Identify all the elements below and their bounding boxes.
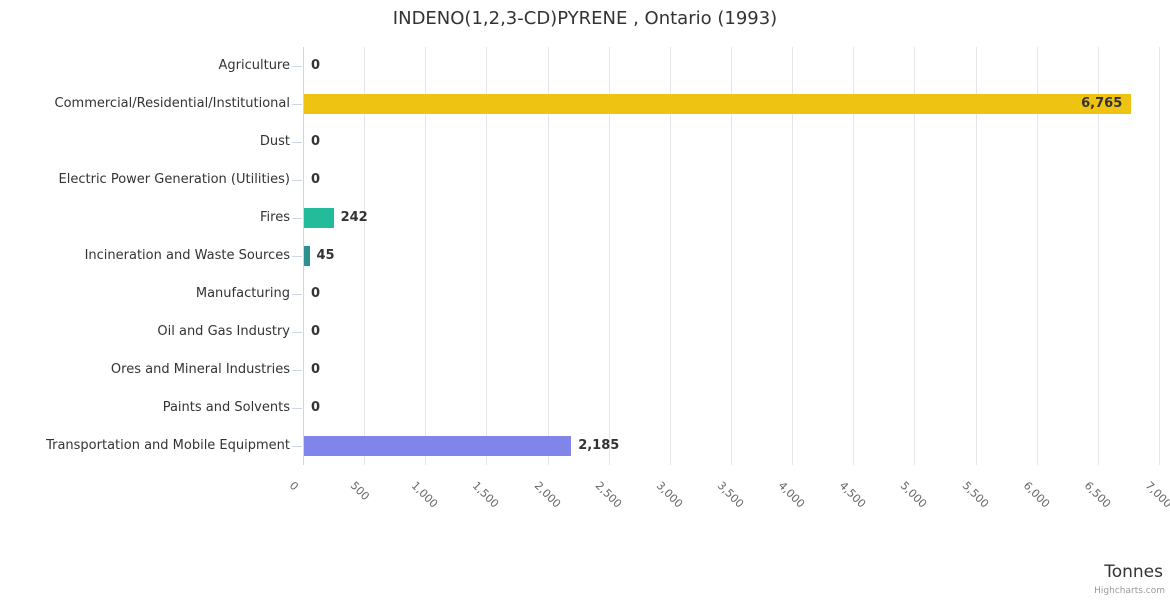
data-label: 0 [311, 58, 321, 73]
category-label: Commercial/Residential/Institutional [54, 96, 291, 111]
category-label: Paints and Solvents [162, 400, 290, 415]
gridline [608, 47, 610, 465]
bar[interactable] [304, 208, 334, 228]
gridline [1036, 47, 1038, 465]
category-tick [292, 408, 302, 409]
x-tick-label: 1,500 [470, 479, 502, 511]
highcharts-credit[interactable]: Highcharts.com [1094, 586, 1165, 596]
x-tick-label: 2,500 [592, 479, 624, 511]
gridline [853, 47, 855, 465]
data-label: 0 [311, 134, 321, 149]
data-label: 45 [316, 248, 335, 263]
category-label: Ores and Mineral Industries [110, 362, 290, 377]
category-tick [292, 142, 302, 143]
category-label: Electric Power Generation (Utilities) [58, 172, 290, 187]
category-tick [292, 294, 302, 295]
category-label: Transportation and Mobile Equipment [46, 438, 290, 453]
gridline [1159, 47, 1160, 465]
x-axis-title: Tonnes [1104, 562, 1163, 582]
x-tick-label: 4,000 [775, 479, 808, 511]
category-label: Fires [260, 210, 290, 225]
category-label: Agriculture [218, 58, 291, 73]
x-tick-label: 3,500 [714, 479, 747, 511]
category-tick [292, 66, 302, 67]
x-tick-label: 6,000 [1020, 479, 1052, 511]
category-label: Incineration and Waste Sources [84, 248, 290, 263]
category-label: Manufacturing [195, 286, 290, 301]
data-label: 2,185 [578, 438, 620, 453]
x-tick-label: 6,500 [1081, 479, 1114, 511]
x-tick-label: 7,000 [1142, 479, 1170, 511]
category-tick [292, 104, 302, 105]
category-tick [292, 446, 302, 447]
bar[interactable] [304, 436, 572, 456]
bar[interactable] [304, 246, 310, 266]
gridline [731, 47, 732, 465]
category-tick [292, 218, 302, 219]
data-label: 0 [311, 324, 321, 339]
category-tick [292, 332, 302, 333]
data-label: 242 [340, 210, 368, 225]
gridline [1097, 47, 1099, 465]
gridline [975, 47, 977, 465]
chart-title: INDENO(1,2,3-CD)PYRENE , Ontario (1993) [392, 8, 778, 29]
data-label: 0 [311, 400, 321, 415]
data-label: 6,765 [1081, 96, 1123, 111]
category-tick [292, 256, 302, 257]
x-tick-label: 5,000 [898, 479, 930, 511]
x-tick-label: 500 [347, 479, 372, 504]
gridline [486, 47, 488, 465]
data-label: 0 [311, 362, 321, 377]
category-tick [292, 180, 302, 181]
gridline [914, 47, 916, 465]
category-tick [292, 370, 302, 371]
x-tick-label: 1,000 [409, 479, 441, 511]
category-label: Dust [259, 134, 290, 149]
gridline [364, 47, 366, 465]
gridline [792, 47, 794, 465]
data-label: 0 [311, 172, 321, 187]
x-tick-label: 4,500 [837, 479, 869, 511]
category-label: Oil and Gas Industry [157, 324, 290, 339]
bar[interactable] [304, 94, 1132, 114]
x-tick-label: 2,000 [531, 479, 563, 511]
gridline [425, 47, 427, 465]
gridline [669, 47, 671, 465]
category-axis-line [303, 47, 304, 465]
x-tick-label: 3,000 [653, 479, 686, 511]
x-tick-label: 0 [286, 479, 301, 494]
gridline [547, 47, 549, 465]
data-label: 0 [311, 286, 321, 301]
x-tick-label: 5,500 [959, 479, 991, 511]
